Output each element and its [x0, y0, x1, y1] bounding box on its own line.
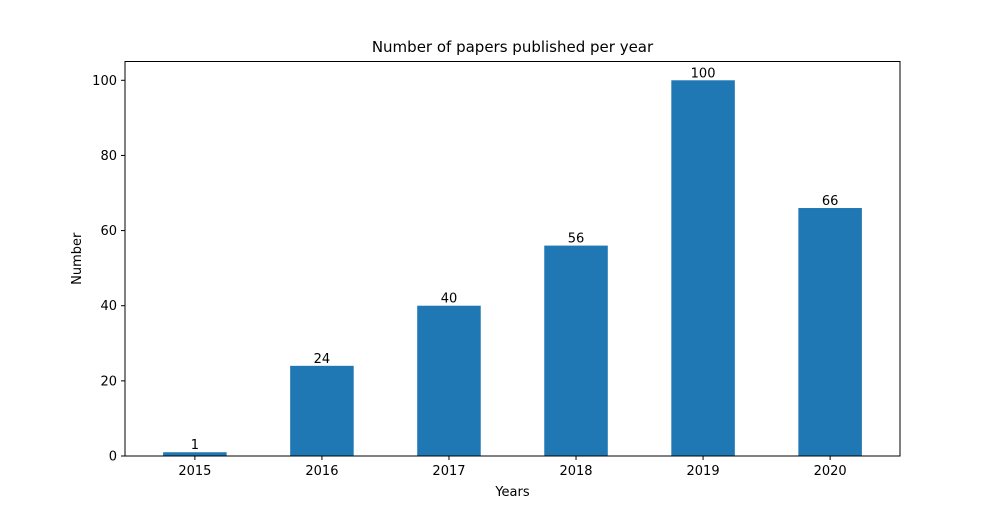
x-axis-ticks: 2015 2016 2017 2018 2019 2020 — [178, 456, 847, 479]
bars-group — [163, 80, 862, 457]
y-tick-label-20: 20 — [100, 374, 117, 389]
y-tick-label-100: 100 — [92, 74, 117, 89]
x-tick-label-2018: 2018 — [559, 464, 592, 479]
bar-2019 — [671, 80, 735, 457]
data-labels-group: 1 24 40 56 100 66 — [191, 66, 839, 453]
y-tick-label-60: 60 — [100, 224, 117, 239]
x-tick-label-2015: 2015 — [178, 464, 211, 479]
data-label-2016: 24 — [314, 352, 331, 367]
data-label-2019: 100 — [691, 66, 716, 81]
y-axis-ticks: 0 20 40 60 80 100 — [92, 74, 125, 465]
x-tick-label-2017: 2017 — [432, 464, 465, 479]
data-label-2020: 66 — [822, 194, 839, 209]
plot-frame — [124, 61, 901, 457]
data-label-2018: 56 — [568, 232, 585, 247]
bar-2020 — [798, 208, 862, 456]
bar-2017 — [417, 305, 481, 456]
chart-title: Number of papers published per year — [372, 38, 654, 56]
x-axis-label: Years — [494, 485, 530, 500]
data-label-2015: 1 — [191, 438, 199, 453]
data-label-2017: 40 — [441, 292, 458, 307]
bar-2016 — [290, 365, 354, 456]
bar-2015 — [163, 452, 227, 456]
bar-2018 — [544, 245, 608, 456]
x-tick-label-2020: 2020 — [814, 464, 847, 479]
x-tick-label-2019: 2019 — [687, 464, 720, 479]
y-axis-label: Number — [70, 232, 85, 285]
y-tick-label-0: 0 — [109, 450, 117, 465]
y-tick-label-80: 80 — [100, 149, 117, 164]
y-tick-label-40: 40 — [100, 299, 117, 314]
x-tick-label-2016: 2016 — [305, 464, 338, 479]
